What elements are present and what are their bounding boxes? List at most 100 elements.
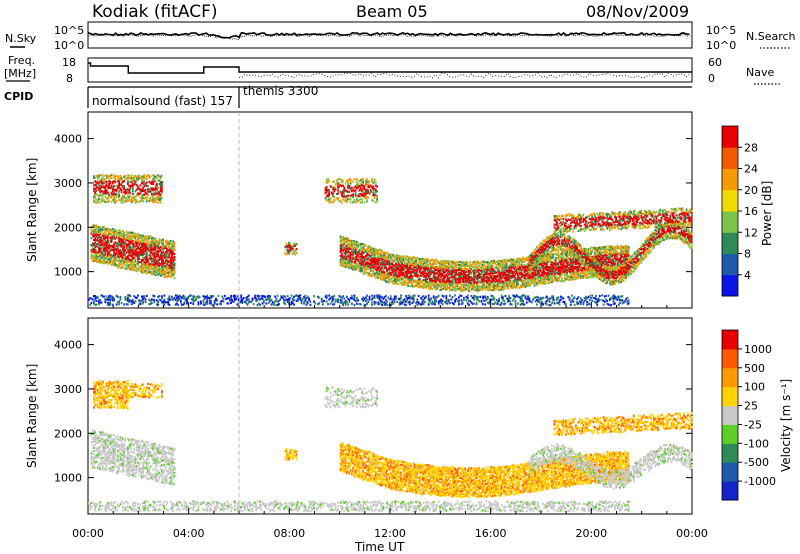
heatmap-cell (377, 255, 380, 258)
heatmap-cell (421, 286, 424, 289)
heatmap-cell (398, 269, 401, 272)
heatmap-cell (368, 186, 371, 189)
heatmap-cell (372, 253, 375, 256)
heatmap-cell (130, 238, 133, 241)
heatmap-cell (155, 197, 158, 200)
heatmap-cell (305, 303, 308, 306)
heatmap-cell (522, 281, 524, 284)
heatmap-cell (346, 261, 348, 264)
heatmap-cell (113, 262, 115, 265)
heatmap-cell (534, 277, 537, 280)
heatmap-cell (533, 278, 536, 281)
heatmap-cell (597, 299, 600, 303)
heatmap-cell (544, 282, 547, 285)
heatmap-cell (129, 262, 132, 265)
heatmap-cell (173, 271, 176, 274)
heatmap-cell (191, 297, 193, 301)
heatmap-cell (557, 296, 560, 299)
heatmap-cell (421, 284, 424, 288)
heatmap-cell (320, 298, 323, 302)
heatmap-cell (118, 189, 120, 192)
heatmap-cell (358, 252, 361, 255)
heatmap-cell (420, 297, 422, 300)
heatmap-cell (520, 265, 523, 268)
heatmap-cell (474, 265, 477, 268)
heatmap-cell (359, 266, 362, 269)
heatmap-cell (498, 299, 500, 302)
heatmap-cell (489, 272, 492, 275)
heatmap-cell (393, 282, 396, 285)
heatmap-cell (95, 232, 98, 235)
heatmap-cell (525, 284, 528, 287)
heatmap-cell (363, 243, 366, 246)
heatmap-cell (402, 283, 405, 286)
heatmap-cell (164, 240, 167, 243)
heatmap-cell (98, 299, 100, 302)
heatmap-cell (132, 234, 134, 237)
heatmap-cell (109, 245, 112, 248)
heatmap-cell (155, 243, 158, 246)
heatmap-cell (130, 231, 133, 234)
heatmap-cell (495, 283, 498, 286)
heatmap-cell (367, 247, 370, 250)
heatmap-cell (113, 191, 115, 194)
heatmap-cell (424, 261, 426, 264)
heatmap-cell (489, 300, 492, 303)
heatmap-cell (367, 180, 370, 183)
heatmap-cell (142, 263, 144, 267)
heatmap-cell (139, 261, 142, 264)
heatmap-cell (210, 296, 212, 299)
heatmap-cell (123, 249, 125, 252)
heatmap-cell (130, 269, 133, 272)
heatmap-cell (353, 249, 356, 252)
heatmap-cell (525, 274, 528, 277)
heatmap-cell (369, 263, 372, 266)
heatmap-cell (364, 296, 367, 299)
heatmap-cell (173, 245, 176, 248)
heatmap-cell (245, 301, 248, 304)
heatmap-cell (255, 299, 258, 302)
heatmap-cell (436, 266, 439, 269)
heatmap-cell (132, 260, 134, 263)
heatmap-cell (439, 278, 441, 281)
heatmap-cell (289, 246, 292, 249)
heatmap-cell (113, 195, 115, 198)
heatmap-cell (144, 257, 147, 260)
heatmap-cell (395, 262, 397, 265)
heatmap-cell (514, 276, 517, 279)
heatmap-cell (362, 263, 365, 266)
heatmap-cell (502, 260, 504, 263)
nsky-tick-bottom: 10^0 (54, 39, 84, 52)
heatmap-cell (138, 265, 141, 268)
heatmap-cell (513, 275, 516, 279)
heatmap-cell (351, 267, 353, 270)
heatmap-cell (522, 260, 524, 263)
heatmap-cell (93, 295, 95, 298)
heatmap-cell (507, 260, 509, 263)
heatmap-cell (447, 281, 450, 284)
heatmap-cell (382, 274, 385, 277)
heatmap-cell (418, 285, 421, 288)
heatmap-cell (150, 273, 153, 276)
heatmap-cell (383, 251, 386, 254)
heatmap-cell (173, 277, 176, 280)
heatmap-cell (159, 299, 162, 302)
heatmap-cell (122, 256, 124, 259)
heatmap-cell (451, 269, 454, 272)
heatmap-cell (466, 302, 469, 305)
heatmap-cell (113, 174, 115, 177)
heatmap-cell (142, 271, 144, 274)
heatmap-cell (114, 189, 117, 192)
heatmap-cell (489, 298, 492, 301)
heatmap-cell (353, 303, 356, 307)
heatmap-cell (533, 272, 536, 275)
heatmap-cell (152, 263, 154, 266)
heatmap-cell (372, 185, 375, 188)
heatmap-cell (597, 297, 600, 300)
heatmap-cell (372, 257, 375, 260)
heatmap-cell (135, 296, 138, 299)
heatmap-cell (157, 191, 159, 194)
heatmap-cell (104, 251, 107, 254)
heatmap-cell (267, 294, 270, 298)
heatmap-cell (260, 297, 263, 300)
